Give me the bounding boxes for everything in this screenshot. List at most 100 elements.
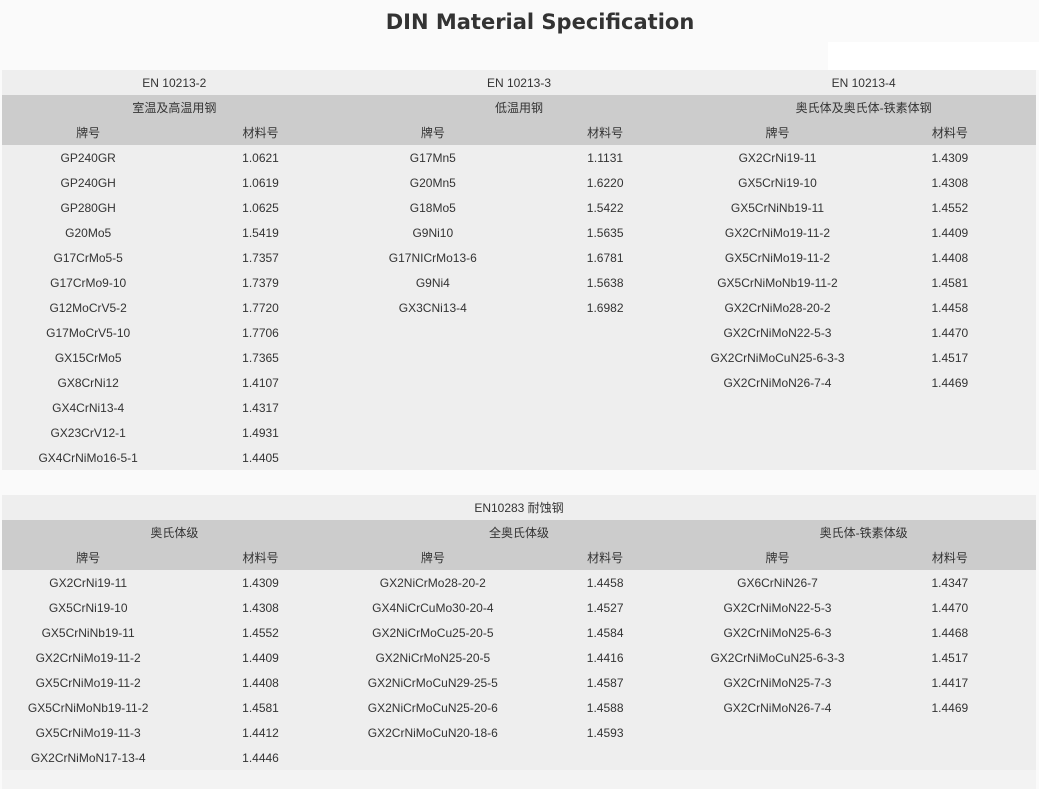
grade-cell: G17MoCrV5-10 <box>2 320 175 345</box>
grade-cell: GX2NiCrMoN25-20-5 <box>346 645 519 670</box>
material-number-cell: 1.0625 <box>174 195 347 220</box>
material-number-cell: 1.4581 <box>174 695 347 720</box>
grade-cell: GP280GH <box>2 195 175 220</box>
material-number-cell <box>863 720 1036 745</box>
grade-cell: GX5CrNiNb19-11 <box>2 620 175 645</box>
material-number-cell: 1.4309 <box>863 145 1036 170</box>
blank-panel <box>828 42 1039 70</box>
material-number-cell: 1.5635 <box>518 220 692 245</box>
material-number-cell: 1.4527 <box>518 595 692 620</box>
grade-cell: G17CrMo5-5 <box>2 245 175 270</box>
grade-cell: GX2NiCrMoCu25-20-5 <box>346 620 519 645</box>
material-number-cell: 1.4458 <box>518 570 692 595</box>
table-row: G17CrMo9-10 1.7379 G9Ni4 1.5638 GX5CrNiMoNb1… <box>2 270 1036 295</box>
table-row: GX4CrNiMo16-5-1 1.4405 <box>2 445 1036 470</box>
material-number-cell: 1.4470 <box>863 595 1036 620</box>
grade-cell: GX2CrNiMoN22-5-3 <box>691 320 864 345</box>
material-number-cell: 1.6220 <box>518 170 692 195</box>
material-number-cell: 1.4593 <box>518 720 692 745</box>
material-number-cell: 1.4417 <box>863 670 1036 695</box>
material-number-cell <box>518 420 692 445</box>
grade-cell: GX2CrNiMoCuN25-6-3-3 <box>691 645 864 670</box>
table-row: GX4CrNi13-4 1.4317 <box>2 395 1036 420</box>
column-header-material-number: 材料号 <box>863 120 1036 145</box>
material-number-cell: 1.0621 <box>174 145 347 170</box>
category-header: 室温及高温用钢 <box>2 95 347 120</box>
material-number-cell: 1.4317 <box>174 395 347 420</box>
grade-cell: GX2CrNiMoN22-5-3 <box>691 595 864 620</box>
material-number-cell: 1.4412 <box>174 720 347 745</box>
material-number-cell: 1.4587 <box>518 670 692 695</box>
table-row: G12MoCrV5-2 1.7720 GX3CNi13-4 1.6982 GX2CrNi… <box>2 295 1036 320</box>
material-number-cell: 1.4308 <box>174 595 347 620</box>
column-header-grade: 牌号 <box>346 120 519 145</box>
grade-cell <box>346 395 519 420</box>
material-number-cell <box>518 370 692 395</box>
grade-cell: GX5CrNiMo19-11-3 <box>2 720 175 745</box>
grade-cell: GX2CrNiMo19-11-2 <box>2 645 175 670</box>
table-row: GX5CrNiMo19-11-3 1.4412 GX2CrNiMoCuN20-18-… <box>2 720 1036 745</box>
grade-cell <box>691 720 864 745</box>
material-number-cell <box>518 395 692 420</box>
column-header-grade: 牌号 <box>346 545 519 570</box>
table-footer-strip <box>2 770 1036 789</box>
material-number-cell: 1.4517 <box>863 345 1036 370</box>
grade-cell <box>346 370 519 395</box>
grade-cell: GX2CrNiMo28-20-2 <box>691 295 864 320</box>
grade-cell: GX2CrNiMoN25-6-3 <box>691 620 864 645</box>
material-number-cell: 1.5422 <box>518 195 692 220</box>
grade-cell: GX2CrNi19-11 <box>2 570 175 595</box>
standard-header: EN 10213-3 <box>346 70 692 95</box>
column-header-grade: 牌号 <box>2 120 175 145</box>
table-row: GX15CrMo5 1.7365 GX2CrNiMoCuN25-6-3-3 1.451… <box>2 345 1036 370</box>
material-number-cell: 1.4409 <box>863 220 1036 245</box>
column-header-material-number: 材料号 <box>863 545 1036 570</box>
table-row: G17CrMo5-5 1.7357 G17NICrMo13-6 1.6781 GX5Cr… <box>2 245 1036 270</box>
material-number-cell: 1.7706 <box>174 320 347 345</box>
grade-cell: G9Ni4 <box>346 270 519 295</box>
table-row: GX23CrV12-1 1.4931 <box>2 420 1036 445</box>
material-number-cell: 1.0619 <box>174 170 347 195</box>
grade-cell <box>346 745 519 770</box>
column-header-material-number: 材料号 <box>518 545 692 570</box>
table-row: GX5CrNiNb19-11 1.4552 GX2NiCrMoCu25-20-5 1.… <box>2 620 1036 645</box>
material-number-cell: 1.4409 <box>174 645 347 670</box>
grade-cell: GX4CrNi13-4 <box>2 395 175 420</box>
grade-cell <box>346 320 519 345</box>
grade-cell: GX2CrNiMoCuN20-18-6 <box>346 720 519 745</box>
table-row: GX5CrNiMoNb19-11-2 1.4581 GX2NiCrMoCuN25-2… <box>2 695 1036 720</box>
material-number-cell <box>518 745 692 770</box>
grade-cell: G20Mn5 <box>346 170 519 195</box>
material-number-cell: 1.4408 <box>863 245 1036 270</box>
grade-cell: GX2CrNiMoN26-7-4 <box>691 695 864 720</box>
material-number-cell: 1.4552 <box>863 195 1036 220</box>
table-row: GX8CrNi12 1.4107 GX2CrNiMoN26-7-4 1.4469 <box>2 370 1036 395</box>
standard-header: EN 10213-4 <box>691 70 1036 95</box>
table-row: GX5CrNiMo19-11-2 1.4408 GX2NiCrMoCuN29-25-… <box>2 670 1036 695</box>
material-number-cell: 1.4469 <box>863 370 1036 395</box>
standard-header: EN10283 耐蚀钢 <box>2 495 1036 520</box>
grade-cell: G17NICrMo13-6 <box>346 245 519 270</box>
table-row: GX2CrNiMo19-11-2 1.4409 GX2NiCrMoN25-20-5 1… <box>2 645 1036 670</box>
grade-cell: GX8CrNi12 <box>2 370 175 395</box>
column-header-material-number: 材料号 <box>174 545 347 570</box>
grade-cell: GP240GH <box>2 170 175 195</box>
material-number-cell <box>518 345 692 370</box>
grade-cell: GX23CrV12-1 <box>2 420 175 445</box>
grade-cell: GX6CrNiN26-7 <box>691 570 864 595</box>
material-number-cell: 1.5419 <box>174 220 347 245</box>
grade-cell <box>346 420 519 445</box>
material-number-cell: 1.4470 <box>863 320 1036 345</box>
grade-cell <box>691 420 864 445</box>
column-header-material-number: 材料号 <box>174 120 347 145</box>
material-number-cell: 1.4517 <box>863 645 1036 670</box>
grade-cell: GX4NiCrCuMo30-20-4 <box>346 595 519 620</box>
grade-cell: GX2CrNiMoCuN25-6-3-3 <box>691 345 864 370</box>
column-header-grade: 牌号 <box>691 545 864 570</box>
en10213-table: EN 10213-2 EN 10213-3 EN 10213-4 室温及高温用钢… <box>2 70 1036 470</box>
column-header-grade: 牌号 <box>691 120 864 145</box>
material-number-cell: 1.7720 <box>174 295 347 320</box>
material-number-cell: 1.4581 <box>863 270 1036 295</box>
material-number-cell: 1.4552 <box>174 620 347 645</box>
grade-cell: GX5CrNiMo19-11-2 <box>2 670 175 695</box>
